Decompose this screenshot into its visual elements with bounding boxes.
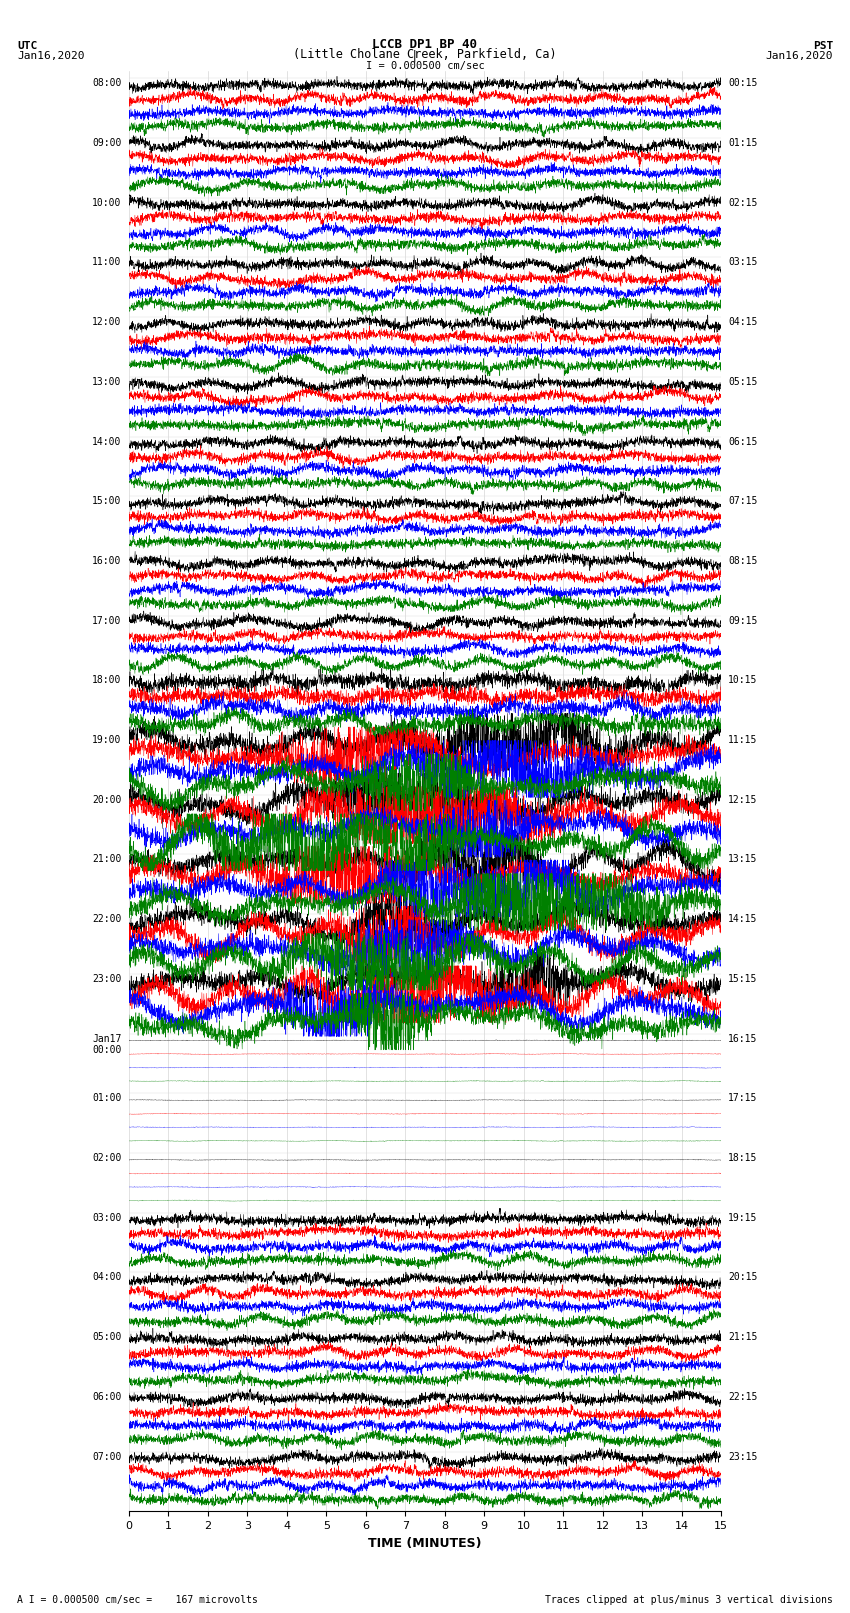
Text: 00:15: 00:15: [728, 79, 757, 89]
Text: 23:15: 23:15: [728, 1452, 757, 1461]
Text: 12:00: 12:00: [93, 318, 122, 327]
Text: 15:00: 15:00: [93, 497, 122, 506]
Text: 19:00: 19:00: [93, 736, 122, 745]
Text: 02:15: 02:15: [728, 198, 757, 208]
Text: 14:15: 14:15: [728, 915, 757, 924]
Text: 22:00: 22:00: [93, 915, 122, 924]
Text: 07:15: 07:15: [728, 497, 757, 506]
Text: 06:00: 06:00: [93, 1392, 122, 1402]
Text: PST: PST: [813, 40, 833, 50]
X-axis label: TIME (MINUTES): TIME (MINUTES): [368, 1537, 482, 1550]
Text: 10:15: 10:15: [728, 676, 757, 686]
Text: A I = 0.000500 cm/sec =    167 microvolts: A I = 0.000500 cm/sec = 167 microvolts: [17, 1595, 258, 1605]
Text: 17:15: 17:15: [728, 1094, 757, 1103]
Text: 06:15: 06:15: [728, 437, 757, 447]
Text: 09:00: 09:00: [93, 139, 122, 148]
Text: 20:00: 20:00: [93, 795, 122, 805]
Text: 05:15: 05:15: [728, 377, 757, 387]
Text: I = 0.000500 cm/sec: I = 0.000500 cm/sec: [366, 61, 484, 71]
Text: 04:15: 04:15: [728, 318, 757, 327]
Text: UTC: UTC: [17, 40, 37, 50]
Text: 21:15: 21:15: [728, 1332, 757, 1342]
Text: 23:00: 23:00: [93, 974, 122, 984]
Text: 10:00: 10:00: [93, 198, 122, 208]
Text: 20:15: 20:15: [728, 1273, 757, 1282]
Text: Jan16,2020: Jan16,2020: [17, 52, 84, 61]
Text: 01:15: 01:15: [728, 139, 757, 148]
Text: 04:00: 04:00: [93, 1273, 122, 1282]
Text: 17:00: 17:00: [93, 616, 122, 626]
Text: 15:15: 15:15: [728, 974, 757, 984]
Text: 11:15: 11:15: [728, 736, 757, 745]
Text: LCCB DP1 BP 40: LCCB DP1 BP 40: [372, 37, 478, 50]
Text: 16:00: 16:00: [93, 556, 122, 566]
Text: 13:15: 13:15: [728, 855, 757, 865]
Text: 18:15: 18:15: [728, 1153, 757, 1163]
Text: 09:15: 09:15: [728, 616, 757, 626]
Text: Traces clipped at plus/minus 3 vertical divisions: Traces clipped at plus/minus 3 vertical …: [545, 1595, 833, 1605]
Text: 16:15: 16:15: [728, 1034, 757, 1044]
Text: 08:00: 08:00: [93, 79, 122, 89]
Text: 02:00: 02:00: [93, 1153, 122, 1163]
Text: 08:15: 08:15: [728, 556, 757, 566]
Text: 18:00: 18:00: [93, 676, 122, 686]
Text: 05:00: 05:00: [93, 1332, 122, 1342]
Text: 03:00: 03:00: [93, 1213, 122, 1223]
Text: 13:00: 13:00: [93, 377, 122, 387]
Text: 19:15: 19:15: [728, 1213, 757, 1223]
Text: 11:00: 11:00: [93, 258, 122, 268]
Text: Jan16,2020: Jan16,2020: [766, 52, 833, 61]
Text: 21:00: 21:00: [93, 855, 122, 865]
Text: 01:00: 01:00: [93, 1094, 122, 1103]
Text: 12:15: 12:15: [728, 795, 757, 805]
Text: Jan17
00:00: Jan17 00:00: [93, 1034, 122, 1055]
Text: 07:00: 07:00: [93, 1452, 122, 1461]
Text: |: |: [411, 50, 418, 63]
Text: (Little Cholane Creek, Parkfield, Ca): (Little Cholane Creek, Parkfield, Ca): [293, 48, 557, 61]
Text: 22:15: 22:15: [728, 1392, 757, 1402]
Text: 03:15: 03:15: [728, 258, 757, 268]
Text: 14:00: 14:00: [93, 437, 122, 447]
